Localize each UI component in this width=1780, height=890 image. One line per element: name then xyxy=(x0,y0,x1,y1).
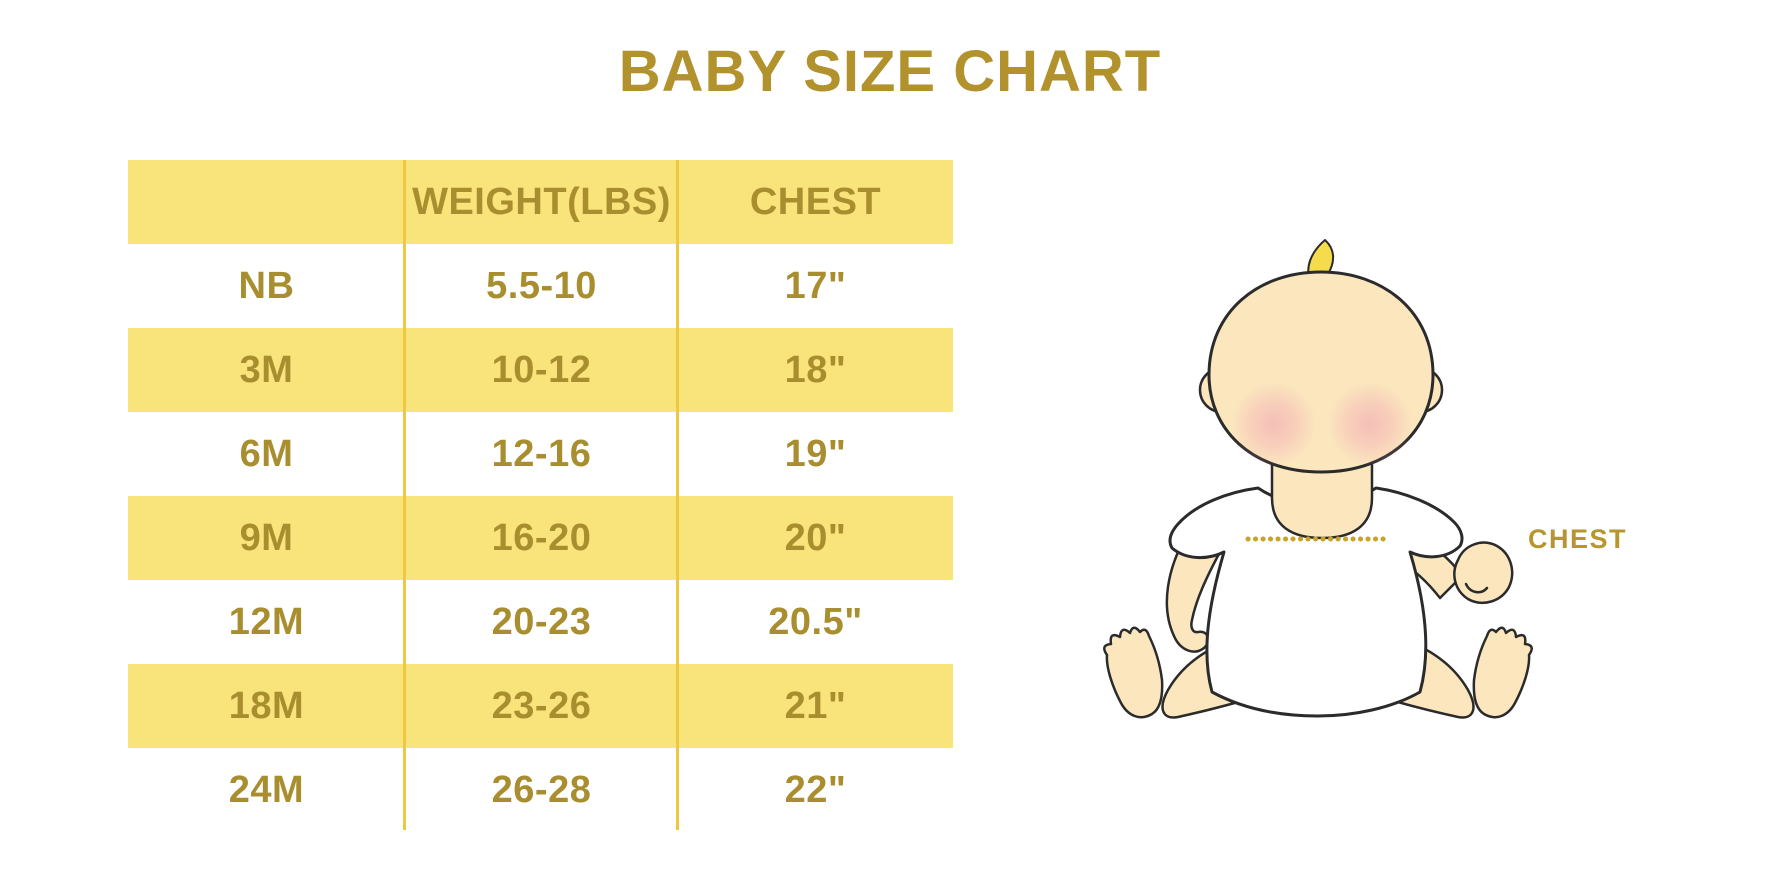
weight-cell: 26-28 xyxy=(491,768,592,811)
baby-thumb-line xyxy=(1464,582,1489,594)
header-chest: CHEST xyxy=(749,180,882,223)
weight-cell: 5.5-10 xyxy=(486,264,597,307)
baby-blush-right xyxy=(1328,382,1412,466)
column-divider xyxy=(403,160,406,830)
table-header-row: WEIGHT(LBS) CHEST xyxy=(128,160,953,244)
table-row: 12M 20-23 20.5" xyxy=(128,580,953,664)
table-row: 9M 16-20 20" xyxy=(128,496,953,580)
page-title: BABY SIZE CHART xyxy=(618,39,1162,104)
baby-blush-left xyxy=(1232,382,1316,466)
chest-cell: 20" xyxy=(784,516,847,559)
size-table-rows: NB 5.5-10 17" 3M 10-12 18" 6M 12-16 19" … xyxy=(128,244,953,832)
chest-measure-label: CHEST xyxy=(1528,524,1628,554)
table-row: 3M 10-12 18" xyxy=(128,328,953,412)
chest-cell: 22" xyxy=(784,768,847,811)
size-cell: 9M xyxy=(239,516,294,559)
header-weight: WEIGHT(LBS) xyxy=(412,180,671,223)
table-row: NB 5.5-10 17" xyxy=(128,244,953,328)
weight-cell: 20-23 xyxy=(491,600,592,643)
size-cell: NB xyxy=(238,264,295,307)
baby-fist-right xyxy=(1453,541,1514,604)
baby-foot-left xyxy=(1103,626,1164,719)
baby-illustration xyxy=(1103,239,1533,719)
size-table: WEIGHT(LBS) CHEST NB 5.5-10 17" 3M 10-12… xyxy=(128,160,953,832)
chest-cell: 17" xyxy=(784,264,847,307)
column-divider xyxy=(676,160,679,830)
baby-onesie xyxy=(1168,486,1464,718)
table-row: 6M 12-16 19" xyxy=(128,412,953,496)
table-row: 18M 23-26 21" xyxy=(128,664,953,748)
baby-foot-right xyxy=(1472,626,1533,719)
table-row: 24M 26-28 22" xyxy=(128,748,953,832)
size-cell: 3M xyxy=(239,348,294,391)
size-cell: 24M xyxy=(228,768,305,811)
chest-cell: 20.5" xyxy=(768,600,863,643)
weight-cell: 16-20 xyxy=(491,516,592,559)
chest-cell: 19" xyxy=(784,432,847,475)
weight-cell: 23-26 xyxy=(491,684,592,727)
weight-cell: 10-12 xyxy=(491,348,592,391)
weight-cell: 12-16 xyxy=(491,432,592,475)
size-cell: 18M xyxy=(228,684,305,727)
size-cell: 6M xyxy=(239,432,294,475)
size-cell: 12M xyxy=(228,600,305,643)
chest-cell: 21" xyxy=(784,684,847,727)
chest-cell: 18" xyxy=(784,348,847,391)
